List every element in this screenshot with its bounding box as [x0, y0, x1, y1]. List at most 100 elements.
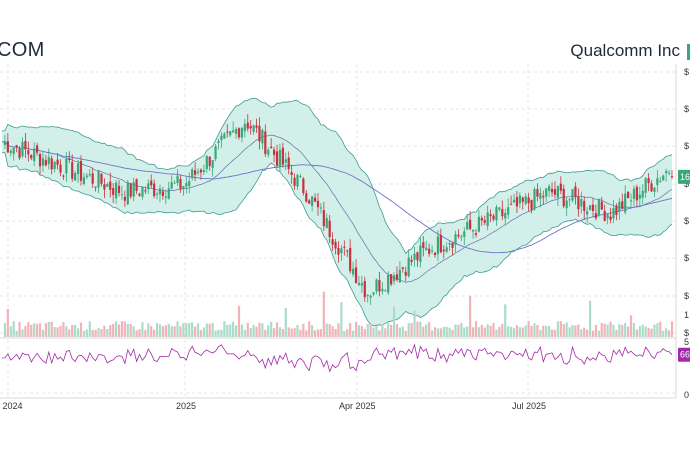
volume-bar: [401, 326, 404, 337]
candle-body: [229, 131, 232, 136]
volume-bar: [354, 321, 358, 337]
ticker-symbol: COM: [0, 39, 45, 61]
candle-body: [36, 145, 39, 153]
candle-body: [147, 183, 150, 190]
volume-bar: [422, 326, 425, 337]
candle-body: [404, 271, 407, 276]
volume-bar: [211, 323, 214, 337]
candle-body: [474, 233, 478, 235]
volume-bar: [398, 327, 402, 337]
candle-body: [199, 169, 203, 173]
volume-bar: [331, 326, 334, 337]
volume-bar: [208, 323, 211, 337]
volume-bar: [173, 326, 176, 337]
volume-bar: [71, 325, 74, 337]
candle-body: [378, 280, 381, 292]
candle-body: [346, 250, 349, 252]
volume-bar: [451, 329, 454, 337]
volume-bar: [85, 329, 88, 337]
volume-bar: [416, 321, 419, 337]
candle-body: [521, 197, 524, 202]
volume-bar: [135, 330, 138, 337]
volume-bar: [129, 324, 132, 337]
volume-bar: [641, 324, 644, 337]
rsi-tag-bg: [678, 347, 690, 362]
candle-body: [430, 250, 434, 252]
candle-body: [638, 194, 641, 199]
volume-bar: [21, 329, 24, 337]
candle-body: [170, 182, 173, 189]
candle-body: [375, 279, 378, 292]
volume-bar: [597, 330, 600, 337]
candle-body: [609, 216, 612, 220]
candle-body: [422, 242, 425, 249]
volume-bar: [132, 326, 135, 337]
candle-body: [556, 186, 559, 198]
volume-bar: [226, 324, 229, 337]
volume-bar: [665, 328, 668, 337]
candle-body: [243, 124, 246, 132]
candle-body: [659, 181, 662, 183]
volume-bar: [349, 323, 352, 337]
candle-body: [106, 183, 109, 187]
candle-body: [284, 159, 287, 163]
volume-bar: [606, 324, 609, 337]
volume-bar: [507, 326, 510, 337]
candle-body: [79, 160, 83, 181]
volume-bar: [144, 329, 147, 337]
volume-bar: [577, 324, 580, 337]
candle-body: [252, 125, 255, 132]
volume-bar: [428, 322, 431, 337]
volume-bar: [36, 323, 39, 337]
volume-bar: [501, 323, 504, 337]
volume-bar: [325, 323, 328, 337]
volume-bar: [568, 327, 571, 337]
volume-bar: [97, 327, 100, 337]
volume-bar: [9, 326, 12, 337]
volume-bar: [460, 322, 463, 337]
volume-bar: [591, 330, 595, 337]
candle-body: [340, 248, 343, 254]
volume-bar: [194, 326, 197, 337]
candle-body: [334, 242, 337, 249]
volume-bar: [30, 324, 33, 337]
candle-body: [548, 186, 551, 191]
volume-bar: [410, 322, 413, 337]
price-tick-label: $: [684, 253, 689, 263]
volume-bar: [302, 323, 305, 337]
volume-bar: [498, 326, 501, 337]
candle-body: [325, 217, 328, 228]
rsi-line: [1, 343, 673, 373]
candle-body: [176, 175, 179, 184]
candle-body: [182, 186, 185, 189]
volume-bar: [270, 321, 273, 337]
volume-bar: [486, 324, 489, 337]
candle-body: [33, 148, 36, 161]
volume-bar: [635, 329, 638, 337]
candle-body: [141, 187, 144, 197]
candle-body: [293, 177, 296, 186]
candle-body: [442, 249, 445, 252]
volume-bar: [480, 324, 483, 337]
candle-body: [387, 274, 390, 293]
candle-body: [144, 190, 147, 192]
candle-body: [509, 203, 513, 205]
candle-body: [308, 200, 311, 204]
price-tick-label: $: [684, 179, 689, 189]
volume-bar: [653, 324, 656, 337]
volume-bar: [413, 310, 416, 337]
volume-bar: [372, 327, 375, 337]
candle-body: [38, 153, 42, 167]
volume-bar: [588, 300, 592, 337]
volume-bar: [609, 321, 612, 337]
candle-body: [536, 189, 539, 197]
volume-bar: [313, 330, 317, 337]
candle-body: [59, 164, 62, 173]
volume-bar: [343, 330, 346, 337]
candle-body: [644, 178, 647, 193]
volume-bar: [466, 326, 469, 337]
candle-body: [629, 200, 633, 202]
candle-body: [313, 197, 317, 202]
candle-body: [50, 158, 53, 170]
volume-bars: [3, 291, 674, 337]
